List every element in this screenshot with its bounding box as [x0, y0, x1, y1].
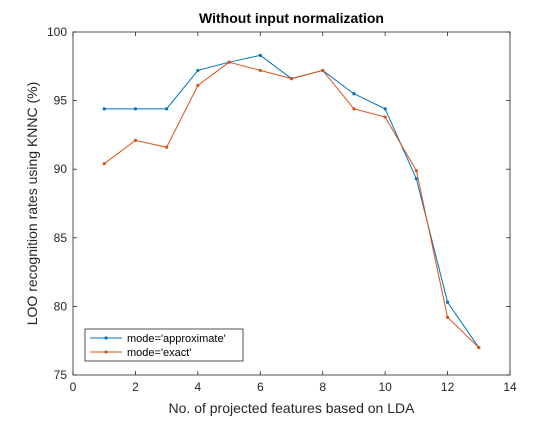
data-point-series-0: [445, 300, 450, 304]
data-point-series-0: [414, 177, 418, 181]
data-point-series-1: [133, 138, 138, 142]
legend-marker-1: [104, 350, 108, 354]
data-point-series-1: [196, 83, 200, 88]
chart-title: Without input normalization: [199, 10, 384, 26]
x-tick-label: 4: [195, 380, 202, 394]
legend-label-0: mode='approximate': [127, 333, 226, 345]
legend-marker-0: [104, 336, 108, 340]
data-point-series-1: [477, 345, 481, 350]
data-point-series-0: [165, 107, 169, 111]
data-point-series-0: [102, 107, 106, 111]
x-tick-label: 6: [257, 380, 264, 394]
x-tick-label: 2: [132, 380, 139, 394]
plot-area: [73, 32, 510, 375]
data-point-series-1: [258, 68, 262, 73]
legend: mode='approximate' mode='exact': [84, 328, 244, 362]
data-point-series-1: [227, 60, 231, 64]
data-point-series-1: [165, 145, 169, 149]
data-point-series-0: [383, 107, 387, 111]
y-tick-label: 85: [54, 231, 68, 245]
y-tick-label: 75: [54, 368, 68, 382]
data-point-series-0: [196, 68, 200, 73]
data-point-series-0: [352, 92, 356, 96]
data-point-series-1: [289, 77, 294, 81]
y-tick-label: 90: [54, 162, 68, 176]
x-tick-label: 14: [503, 380, 517, 394]
series-layer: [102, 53, 481, 350]
x-tick-label: 0: [70, 380, 77, 394]
data-point-series-1: [321, 68, 325, 73]
x-tick-label: 12: [441, 380, 455, 394]
x-axis-label: No. of projected features based on LDA: [169, 400, 416, 416]
data-point-series-1: [102, 162, 106, 166]
data-point-series-1: [352, 107, 356, 111]
x-tick-label: 10: [378, 380, 392, 394]
data-point-series-0: [133, 107, 138, 111]
data-point-series-1: [414, 168, 418, 173]
y-tick-label: 80: [54, 299, 68, 313]
y-tick-label: 95: [54, 94, 68, 108]
data-point-series-0: [258, 53, 262, 57]
data-point-series-1: [445, 315, 450, 319]
legend-box: [84, 328, 244, 362]
y-axis-label: LOO recognition rates using KNNC (%): [24, 82, 40, 326]
y-tick-label: 100: [47, 25, 67, 39]
axes-frame: [72, 31, 511, 376]
x-tick-label: 8: [319, 380, 326, 394]
legend-label-1: mode='exact': [127, 347, 191, 359]
data-point-series-1: [383, 115, 387, 119]
